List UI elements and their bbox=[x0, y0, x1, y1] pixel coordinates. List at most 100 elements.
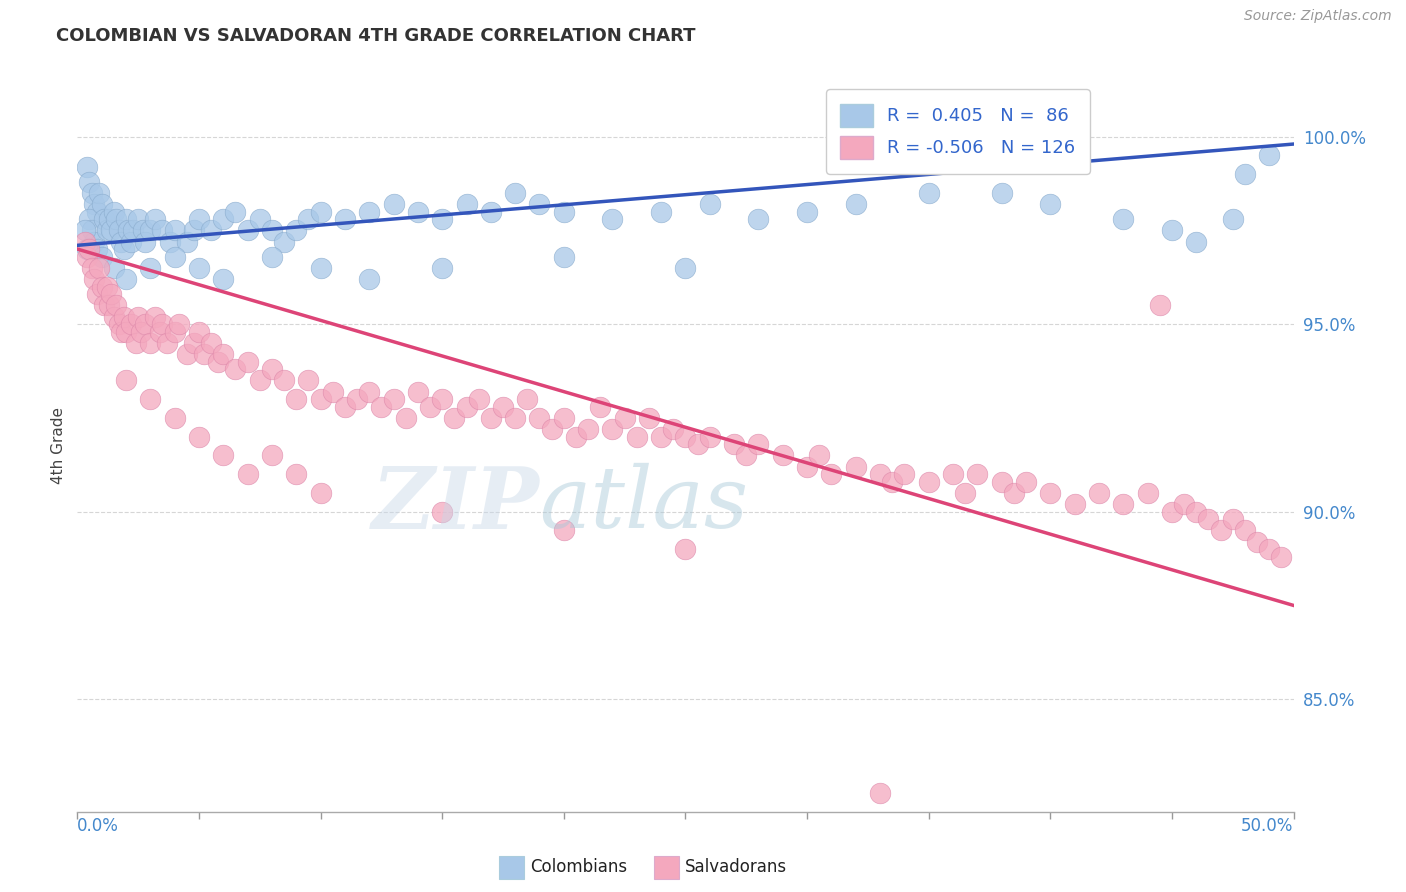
Point bbox=[260, 250, 283, 264]
Point bbox=[1222, 512, 1244, 526]
Point bbox=[359, 384, 381, 399]
Point bbox=[1112, 497, 1135, 511]
Point bbox=[105, 212, 128, 227]
Point bbox=[120, 235, 142, 249]
Point bbox=[103, 260, 125, 275]
Point bbox=[382, 392, 405, 406]
Text: Salvadorans: Salvadorans bbox=[685, 858, 787, 876]
Point bbox=[1136, 486, 1159, 500]
Point bbox=[224, 362, 246, 376]
Text: ZIP: ZIP bbox=[371, 463, 540, 546]
Point bbox=[224, 204, 246, 219]
Point bbox=[650, 204, 672, 219]
Point bbox=[869, 467, 891, 482]
Point bbox=[1039, 486, 1062, 500]
Point bbox=[1185, 505, 1208, 519]
Point bbox=[443, 410, 465, 425]
Point bbox=[212, 212, 235, 227]
Point bbox=[93, 212, 115, 227]
Point bbox=[79, 212, 101, 227]
Point bbox=[1222, 212, 1244, 227]
Point bbox=[86, 204, 108, 219]
Point bbox=[966, 467, 988, 482]
Point bbox=[395, 410, 418, 425]
Point bbox=[139, 392, 162, 406]
Legend: R =  0.405   N =  86, R = -0.506   N = 126: R = 0.405 N = 86, R = -0.506 N = 126 bbox=[825, 89, 1090, 174]
Point bbox=[467, 392, 489, 406]
Point bbox=[808, 449, 831, 463]
Point bbox=[115, 325, 138, 339]
Point bbox=[918, 475, 941, 489]
Point bbox=[134, 317, 156, 331]
Text: Colombians: Colombians bbox=[530, 858, 627, 876]
Point bbox=[1002, 486, 1025, 500]
Point bbox=[76, 242, 98, 256]
Point bbox=[127, 212, 149, 227]
Point bbox=[699, 429, 721, 443]
Point bbox=[359, 272, 381, 286]
Point bbox=[159, 235, 181, 249]
Point bbox=[540, 422, 562, 436]
Point bbox=[188, 429, 211, 443]
Point bbox=[613, 410, 636, 425]
Point bbox=[188, 212, 211, 227]
Point bbox=[602, 422, 624, 436]
Point bbox=[260, 449, 283, 463]
Point bbox=[820, 467, 842, 482]
Point bbox=[309, 260, 332, 275]
Point bbox=[103, 204, 125, 219]
Point bbox=[96, 223, 118, 237]
Point bbox=[1015, 475, 1038, 489]
Point bbox=[626, 429, 648, 443]
Point bbox=[406, 384, 429, 399]
Point bbox=[1088, 486, 1111, 500]
Point bbox=[1185, 235, 1208, 249]
Point bbox=[589, 400, 612, 414]
Point bbox=[529, 410, 551, 425]
Point bbox=[200, 223, 222, 237]
Point bbox=[675, 429, 697, 443]
Point bbox=[638, 410, 661, 425]
Point bbox=[492, 400, 515, 414]
Point bbox=[129, 325, 152, 339]
Point bbox=[212, 449, 235, 463]
Point bbox=[382, 197, 405, 211]
Point bbox=[115, 373, 138, 387]
Point bbox=[89, 260, 111, 275]
Point bbox=[139, 335, 162, 350]
Point bbox=[90, 250, 112, 264]
Point bbox=[83, 235, 105, 249]
Point bbox=[285, 467, 308, 482]
Point bbox=[80, 223, 103, 237]
Point bbox=[565, 429, 588, 443]
Point bbox=[125, 335, 148, 350]
Point bbox=[456, 400, 478, 414]
Point bbox=[100, 287, 122, 301]
Point bbox=[156, 335, 179, 350]
Point bbox=[86, 287, 108, 301]
Point bbox=[1197, 512, 1219, 526]
Point bbox=[117, 223, 139, 237]
Point bbox=[139, 223, 162, 237]
Point bbox=[110, 325, 132, 339]
Point bbox=[723, 437, 745, 451]
Point bbox=[1258, 148, 1281, 162]
Point bbox=[103, 310, 125, 324]
Point bbox=[107, 223, 129, 237]
Point bbox=[1149, 298, 1171, 312]
Point bbox=[553, 524, 575, 538]
Point bbox=[1063, 497, 1085, 511]
Point bbox=[297, 212, 319, 227]
Point bbox=[183, 223, 205, 237]
Point bbox=[100, 223, 122, 237]
Point bbox=[112, 242, 135, 256]
Point bbox=[260, 362, 283, 376]
Point bbox=[212, 347, 235, 361]
Point bbox=[1161, 223, 1184, 237]
Point bbox=[576, 422, 599, 436]
Point bbox=[796, 204, 818, 219]
Point bbox=[553, 204, 575, 219]
Point bbox=[132, 223, 155, 237]
Point bbox=[602, 212, 624, 227]
Point bbox=[134, 235, 156, 249]
